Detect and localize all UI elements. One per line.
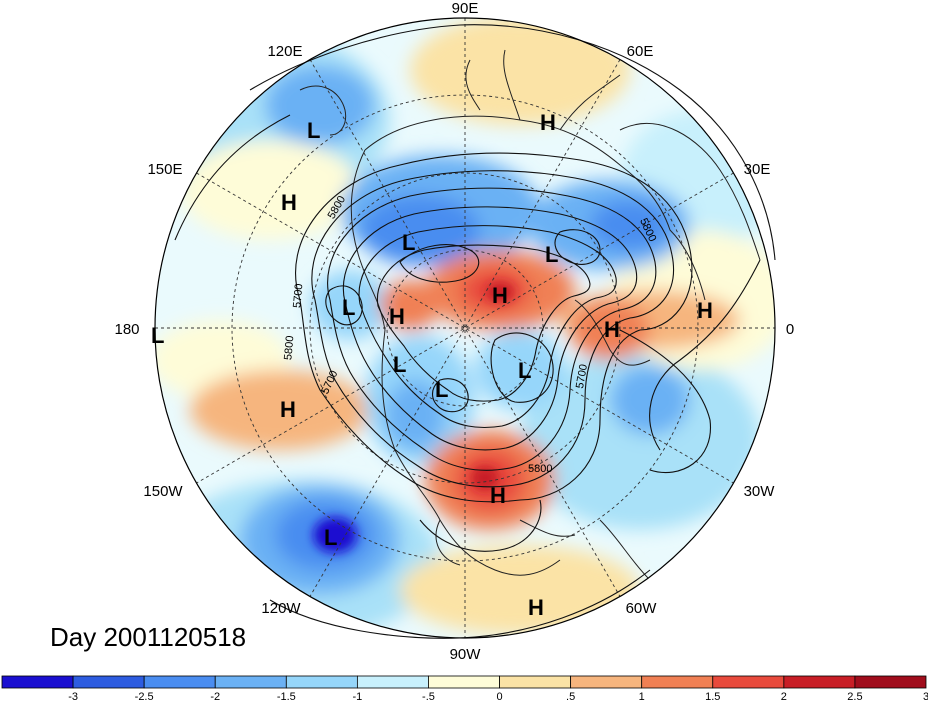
lon-label-120e: 120E — [267, 43, 302, 60]
colorbar-box — [143, 675, 216, 689]
low-center: L — [324, 525, 337, 550]
lon-label-90w: 90W — [450, 646, 482, 663]
colorbar-box — [783, 675, 856, 689]
map-boundary — [154, 17, 776, 639]
colorbar-box — [641, 675, 714, 689]
lon-label-180: 180 — [114, 321, 139, 338]
colorbar-boxes — [1, 675, 927, 689]
pressure-centers: L H H L L L H H H H L L L L H H L H — [151, 110, 713, 620]
low-center: L — [518, 358, 531, 383]
lon-label-30e: 30E — [744, 161, 771, 178]
colorbar-box — [214, 675, 287, 689]
colorbar-box — [570, 675, 643, 689]
colorbar-tick-label: -1.5 — [277, 691, 296, 702]
lon-label-90e: 90E — [452, 0, 479, 17]
colorbar-tick-label: .5 — [566, 691, 575, 702]
colorbar-tick-label: -.5 — [422, 691, 435, 702]
colorbar-box — [712, 675, 785, 689]
high-center: H — [604, 317, 620, 342]
colorbar-tick-label: -2.5 — [135, 691, 154, 702]
low-center: L — [307, 118, 320, 143]
colorbar-tick-label: 1.5 — [705, 691, 720, 702]
high-center: H — [389, 304, 405, 329]
high-center: H — [281, 190, 297, 215]
low-center: L — [342, 295, 355, 320]
colorbar-box — [499, 675, 572, 689]
graticule — [155, 18, 775, 638]
contour-label: 5800 — [528, 463, 552, 475]
colorbar-tick-label: 2 — [781, 691, 787, 702]
colorbar-tick-label: 2.5 — [847, 691, 862, 702]
lon-label-150e: 150E — [147, 161, 182, 178]
colorbar-ticks: -3 -2.5 -2 -1.5 -1 -.5 0 .5 1 1.5 2 2.5 3 — [68, 691, 928, 702]
contour-label: 5700 — [291, 283, 305, 308]
contour-label: 5700 — [574, 363, 590, 389]
colorbar-box — [854, 675, 927, 689]
lon-label-60w: 60W — [626, 600, 658, 617]
low-center: L — [393, 352, 406, 377]
low-center: L — [545, 242, 558, 267]
colorbar-tick-label: 3 — [923, 691, 928, 702]
colorbar-tick-label: 0 — [496, 691, 502, 702]
low-center: L — [402, 230, 415, 255]
lon-label-150w: 150W — [143, 483, 183, 500]
day-label: Day 2001120518 — [50, 622, 246, 652]
lon-label-120w: 120W — [261, 600, 301, 617]
colorbar-tick-label: -3 — [68, 691, 78, 702]
low-center: L — [435, 377, 448, 402]
colorbar-box — [285, 675, 358, 689]
colorbar-box — [356, 675, 429, 689]
high-center: H — [490, 483, 506, 508]
colorbar-tick-label: -2 — [210, 691, 220, 702]
high-center: H — [540, 110, 556, 135]
low-center: L — [151, 323, 164, 348]
colorbar-tick-label: -1 — [352, 691, 362, 702]
lon-label-30w: 30W — [744, 483, 776, 500]
colorbar-box — [428, 675, 500, 689]
high-center: H — [492, 283, 508, 308]
colorbar: -3 -2.5 -2 -1.5 -1 -.5 0 .5 1 1.5 2 2.5 3 — [1, 675, 928, 702]
high-center: H — [697, 298, 713, 323]
high-center: H — [528, 595, 544, 620]
colorbar-box — [1, 675, 74, 689]
anomaly-shading — [155, 18, 775, 638]
longitude-labels: 90E 120E 60E 150E 30E 180 0 150W 30W 120… — [114, 0, 794, 663]
lon-label-60e: 60E — [627, 43, 654, 60]
high-center: H — [280, 397, 296, 422]
colorbar-tick-label: 1 — [639, 691, 645, 702]
contour-label: 5800 — [282, 335, 296, 360]
lon-label-0: 0 — [786, 321, 794, 338]
colorbar-box — [72, 675, 145, 689]
